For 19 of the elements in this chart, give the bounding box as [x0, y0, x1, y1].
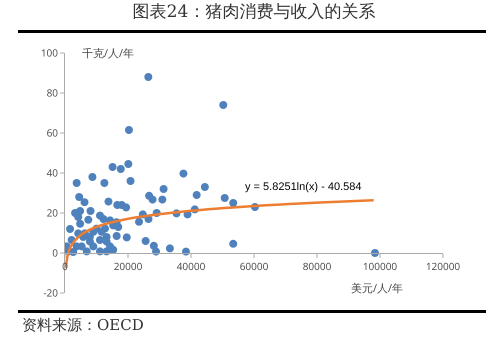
- y-axis-title: 千克/人/年: [82, 46, 134, 61]
- x-tick-label: 120000: [426, 259, 460, 273]
- y-tick-label: 100: [40, 46, 58, 60]
- y-tick-label: 20: [46, 206, 58, 220]
- x-tick-label: 100000: [362, 259, 398, 273]
- text: 资料来源：OECD: [22, 316, 144, 334]
- x-tick-label: 20000: [114, 259, 143, 273]
- y-tick-label: -20: [43, 286, 58, 300]
- x-axis-title: 美元/人/年: [351, 281, 404, 296]
- x-tick-label: 0: [62, 259, 68, 273]
- annotation: y = 5.8251ln(x) - 40.584: [245, 181, 362, 193]
- chart-title: 图表24：猪肉消费与收入的关系: [132, 2, 376, 22]
- y-tick-label: 80: [46, 86, 58, 100]
- y-tick-label: 60: [46, 126, 58, 140]
- x-tick-label: 60000: [240, 259, 269, 273]
- x-tick-label: 80000: [302, 259, 332, 273]
- y-tick-label: 40: [46, 166, 58, 180]
- y-tick-label: 0: [52, 246, 58, 260]
- x-tick-label: 40000: [176, 259, 206, 273]
